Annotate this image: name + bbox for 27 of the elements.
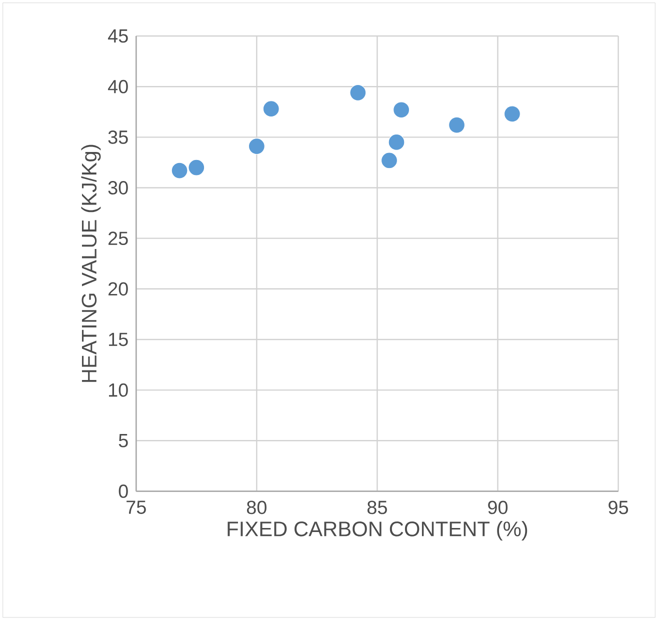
point xyxy=(388,134,405,150)
x-axis-title: FIXED CARBON CONTENT (%) xyxy=(228,520,528,540)
point xyxy=(188,159,205,176)
y-tick-label: 10 xyxy=(109,383,128,397)
x-tick-label: 75 xyxy=(126,500,146,514)
y-tick-label: 30 xyxy=(108,180,128,194)
point xyxy=(350,84,366,101)
y-tick-label: 20 xyxy=(108,282,128,296)
y-axis-title: HEATING VALUE (KJ/Kg) xyxy=(81,144,101,382)
y-tick-label: 15 xyxy=(109,332,128,346)
point xyxy=(248,138,265,154)
x-tick-label: 95 xyxy=(608,500,628,514)
y-tick-label: 40 xyxy=(108,80,128,94)
point xyxy=(380,152,398,169)
point xyxy=(504,106,520,122)
point xyxy=(448,116,466,134)
y-tick-label: 35 xyxy=(108,130,128,144)
point xyxy=(171,162,188,179)
y-tick-label: 45 xyxy=(108,29,128,43)
y-tick-label: 5 xyxy=(118,434,128,448)
point xyxy=(262,100,280,117)
x-tick-label: 90 xyxy=(488,500,508,514)
y-tick-label: 0 xyxy=(118,484,128,498)
point xyxy=(393,101,410,118)
x-tick-label: 85 xyxy=(368,500,387,514)
x-tick-label: 80 xyxy=(246,500,266,514)
y-tick-label: 25 xyxy=(108,232,128,245)
